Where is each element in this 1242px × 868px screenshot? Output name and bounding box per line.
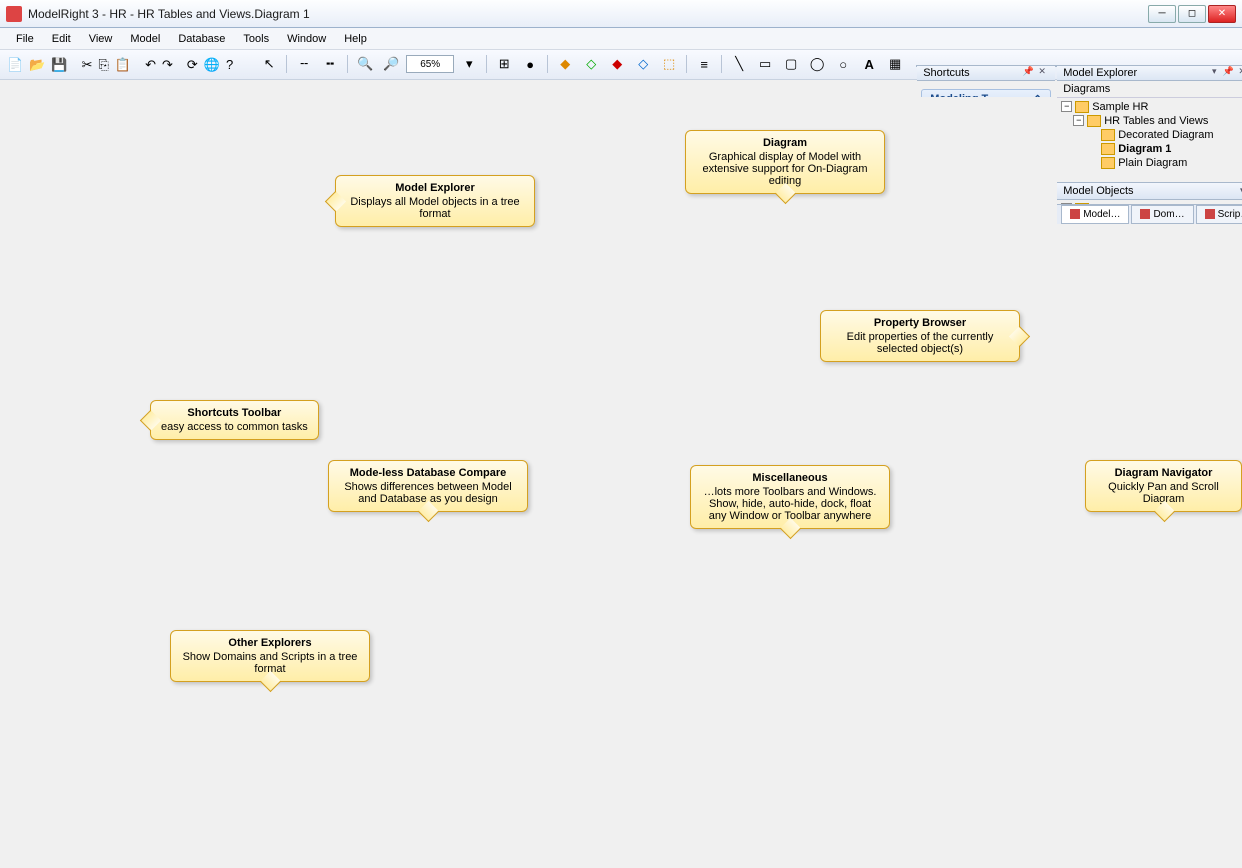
callout: Model ExplorerDisplays all Model objects…: [335, 175, 535, 227]
model-explorer-title: Model Explorer: [1063, 67, 1207, 79]
pin-icon[interactable]: 📌: [1021, 66, 1035, 80]
explorer-tab[interactable]: Scrip…: [1196, 205, 1242, 224]
callout: Shortcuts Toolbareasy access to common t…: [150, 400, 319, 440]
menu-edit[interactable]: Edit: [44, 31, 79, 47]
window-title: ModelRight 3 - HR - HR Tables and Views.…: [28, 7, 1148, 21]
diagrams-tree[interactable]: −Sample HR−HR Tables and ViewsDecorated …: [1057, 98, 1242, 182]
callout: Miscellaneous…lots more Toolbars and Win…: [690, 465, 890, 529]
circle-icon[interactable]: ○: [832, 53, 854, 75]
explorer-tab[interactable]: Model…: [1061, 205, 1129, 224]
text-icon[interactable]: A: [858, 53, 880, 75]
dropdown-icon[interactable]: ▾: [1235, 185, 1242, 199]
zoom-input[interactable]: [406, 55, 454, 73]
shape1-icon[interactable]: ◆: [554, 53, 576, 75]
diagrams-label: Diagrams: [1057, 81, 1242, 98]
zoom-in-icon[interactable]: 🔍: [354, 53, 376, 75]
explorer-tab[interactable]: Dom…: [1131, 205, 1193, 224]
tree-node[interactable]: −Sample HR: [1059, 100, 1242, 114]
panel-close-icon[interactable]: ✕: [1235, 66, 1242, 80]
callout: Other ExplorersShow Domains and Scripts …: [170, 630, 370, 682]
menu-tools[interactable]: Tools: [235, 31, 277, 47]
dropdown-icon[interactable]: ▾: [1207, 66, 1221, 80]
copy-icon[interactable]: ⎘: [97, 54, 109, 76]
connector2-icon[interactable]: ╍: [319, 53, 341, 75]
paste-icon[interactable]: 📋: [114, 54, 132, 76]
zoom-out-icon[interactable]: 🔎: [380, 53, 402, 75]
tree-node[interactable]: Plain Diagram: [1059, 156, 1242, 170]
model-explorer-panel: Model Explorer ▾ 📌 ✕ Diagrams −Sample HR…: [1056, 65, 1242, 67]
pointer-icon[interactable]: ↖: [258, 53, 280, 75]
toolbar-main: 📄 📂 💾 ✂ ⎘ 📋 ↶ ↷ ⟳ 🌐 ? ↖ ╌ ╍ 🔍 🔎 ▾ ⊞ ● ◆ …: [0, 50, 1242, 80]
collapse-icon: ⌃: [1033, 93, 1042, 97]
undo-icon[interactable]: ↶: [144, 54, 157, 76]
fit-icon[interactable]: ⊞: [493, 53, 515, 75]
menu-window[interactable]: Window: [279, 31, 334, 47]
tree-node[interactable]: Decorated Diagram: [1059, 128, 1242, 142]
close-button[interactable]: ✕: [1208, 5, 1236, 23]
help-icon[interactable]: ?: [225, 54, 234, 76]
redo-icon[interactable]: ↷: [161, 54, 174, 76]
sphere-icon[interactable]: ●: [519, 53, 541, 75]
callout: Property BrowserEdit properties of the c…: [820, 310, 1020, 362]
panel-close-icon[interactable]: ✕: [1035, 66, 1049, 80]
connector-icon[interactable]: ╌: [293, 53, 315, 75]
callout: Diagram NavigatorQuickly Pan and Scroll …: [1085, 460, 1242, 512]
minimize-button[interactable]: ─: [1148, 5, 1176, 23]
tree-node[interactable]: −HR Tables and Views: [1059, 114, 1242, 128]
open-icon[interactable]: 📂: [28, 54, 46, 76]
menu-database[interactable]: Database: [170, 31, 233, 47]
menu-help[interactable]: Help: [336, 31, 375, 47]
callout: Mode-less Database CompareShows differen…: [328, 460, 528, 512]
menubar: FileEditViewModelDatabaseToolsWindowHelp: [0, 28, 1242, 50]
cut-icon[interactable]: ✂: [81, 54, 94, 76]
line-icon[interactable]: ╲: [728, 53, 750, 75]
maximize-button[interactable]: ◻: [1178, 5, 1206, 23]
shortcuts-panel: Shortcuts 📌 ✕ Modeling T… ⌃ Create Table…: [916, 65, 1056, 67]
menu-view[interactable]: View: [81, 31, 121, 47]
cylinder-icon[interactable]: ⬚: [658, 53, 680, 75]
toolbar-diagram: ↖ ╌ ╍ 🔍 🔎 ▾ ⊞ ● ◆ ◇ ◆ ◇ ⬚ ≡ ╲ ▭ ▢ ◯ ○ A …: [252, 50, 912, 80]
tree-node[interactable]: Diagram 1: [1059, 142, 1242, 156]
menu-file[interactable]: File: [8, 31, 42, 47]
shape2-icon[interactable]: ◇: [580, 53, 602, 75]
align-icon[interactable]: ≡: [693, 53, 715, 75]
save-icon[interactable]: 💾: [50, 54, 68, 76]
pin-icon[interactable]: 📌: [1221, 66, 1235, 80]
shape3-icon[interactable]: ◆: [606, 53, 628, 75]
titlebar: ModelRight 3 - HR - HR Tables and Views.…: [0, 0, 1242, 28]
rect-icon[interactable]: ▭: [754, 53, 776, 75]
roundrect-icon[interactable]: ▢: [780, 53, 802, 75]
new-icon[interactable]: 📄: [6, 54, 24, 76]
app-icon: [6, 6, 22, 22]
web-icon[interactable]: 🌐: [203, 54, 221, 76]
image-icon[interactable]: ▦: [884, 53, 906, 75]
menu-model[interactable]: Model: [122, 31, 168, 47]
refresh-icon[interactable]: ⟳: [186, 54, 199, 76]
shortcuts-section-modeling[interactable]: Modeling T… ⌃: [921, 89, 1051, 97]
shortcuts-title: Shortcuts: [923, 67, 1021, 79]
zoom-dropdown-icon[interactable]: ▾: [458, 53, 480, 75]
model-objects-title: Model Objects: [1063, 185, 1133, 197]
ellipse-icon[interactable]: ◯: [806, 53, 828, 75]
callout: DiagramGraphical display of Model with e…: [685, 130, 885, 194]
shape4-icon[interactable]: ◇: [632, 53, 654, 75]
explorer-tabs: Model…Dom…Scrip…: [1057, 204, 1242, 224]
